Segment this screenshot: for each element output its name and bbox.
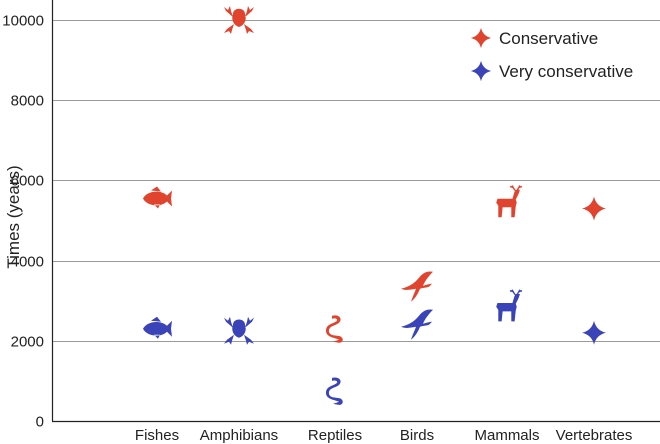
legend-star-icon (470, 60, 492, 82)
very-conservative-deer-icon (496, 289, 523, 322)
x-tick-label: Amphibians (200, 427, 278, 444)
x-tick-label: Vertebrates (556, 427, 633, 444)
y-tick-label: 4000 (11, 254, 44, 271)
conservative-swallow-icon (401, 271, 433, 302)
legend: Conservative Very conservative (470, 27, 633, 82)
very-conservative-snake-icon (326, 377, 343, 405)
x-tick-label: Reptiles (308, 427, 362, 444)
legend-star-icon (470, 27, 492, 49)
x-tick-label: Mammals (474, 427, 539, 444)
x-tick-label: Birds (400, 427, 434, 444)
very-conservative-fish-icon (143, 316, 172, 339)
x-axis-labels: Fishes Amphibians Reptiles Birds Mammals Vert… (135, 427, 632, 444)
legend-label: Conservative (499, 29, 598, 48)
y-tick-label: 6000 (11, 173, 44, 190)
very-conservative-frog-icon (224, 316, 254, 345)
conservative-fish-icon (143, 186, 172, 209)
y-axis-title: Times (years) (4, 165, 23, 268)
y-tick-label: 10000 (2, 13, 44, 30)
y-tick-label: 2000 (11, 334, 44, 351)
conservative-star-icon (582, 196, 606, 221)
conservative-deer-icon (496, 184, 523, 218)
y-tick-label: 8000 (11, 93, 44, 110)
x-tick-label: Fishes (135, 427, 179, 444)
y-axis: 0 2000 4000 6000 8000 10000 (2, 0, 660, 431)
very-conservative-swallow-icon (401, 309, 433, 340)
conservative-snake-icon (326, 315, 343, 343)
grid (52, 20, 660, 342)
y-tick-label: 0 (36, 414, 44, 431)
legend-label: Very conservative (499, 62, 633, 81)
